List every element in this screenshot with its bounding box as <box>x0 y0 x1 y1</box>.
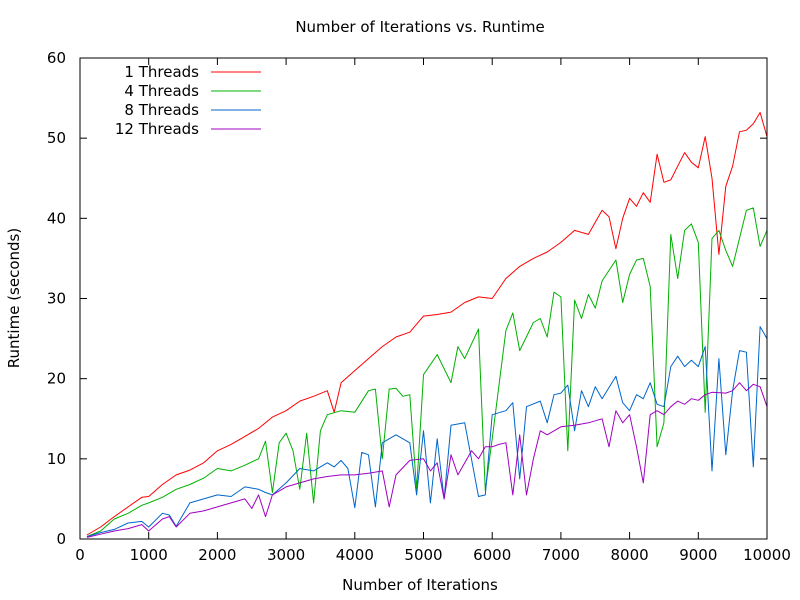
x-tick-label: 3000 <box>267 546 305 564</box>
series-layer <box>86 112 768 538</box>
y-tick-label: 30 <box>47 290 66 308</box>
legend-label-1: 1 Threads <box>124 63 199 81</box>
y-tick-label: 40 <box>47 209 66 227</box>
x-tick-label: 10000 <box>743 546 791 564</box>
series-line-4 <box>86 382 768 538</box>
y-tick-label: 60 <box>47 49 66 67</box>
series-line-2 <box>86 207 768 538</box>
y-tick-label: 20 <box>47 370 66 388</box>
legend-label-4: 12 Threads <box>115 120 199 138</box>
series-line-1 <box>86 112 768 536</box>
y-tick-label: 50 <box>47 129 66 147</box>
y-tick-label: 10 <box>47 450 66 468</box>
x-tick-label: 4000 <box>336 546 374 564</box>
tick-layer: 0 1000 2000 3000 4000 5000 6000 7000 8000 9000 100… <box>47 49 791 564</box>
x-tick-label: 2000 <box>198 546 236 564</box>
x-tick-label: 1000 <box>130 546 168 564</box>
y-axis-label: Runtime (seconds) <box>5 228 23 368</box>
x-tick-label: 5000 <box>404 546 442 564</box>
x-tick-label: 9000 <box>679 546 717 564</box>
legend-label-3: 8 Threads <box>124 101 199 119</box>
y-tick-label: 0 <box>56 530 66 548</box>
x-tick-label: 7000 <box>542 546 580 564</box>
x-tick-label: 6000 <box>473 546 511 564</box>
legend-label-2: 4 Threads <box>124 82 199 100</box>
chart-title: Number of Iterations vs. Runtime <box>295 18 544 36</box>
series-line-3 <box>86 326 768 538</box>
x-tick-label: 0 <box>75 546 85 564</box>
x-tick-label: 8000 <box>611 546 649 564</box>
x-axis-label: Number of Iterations <box>342 576 498 594</box>
